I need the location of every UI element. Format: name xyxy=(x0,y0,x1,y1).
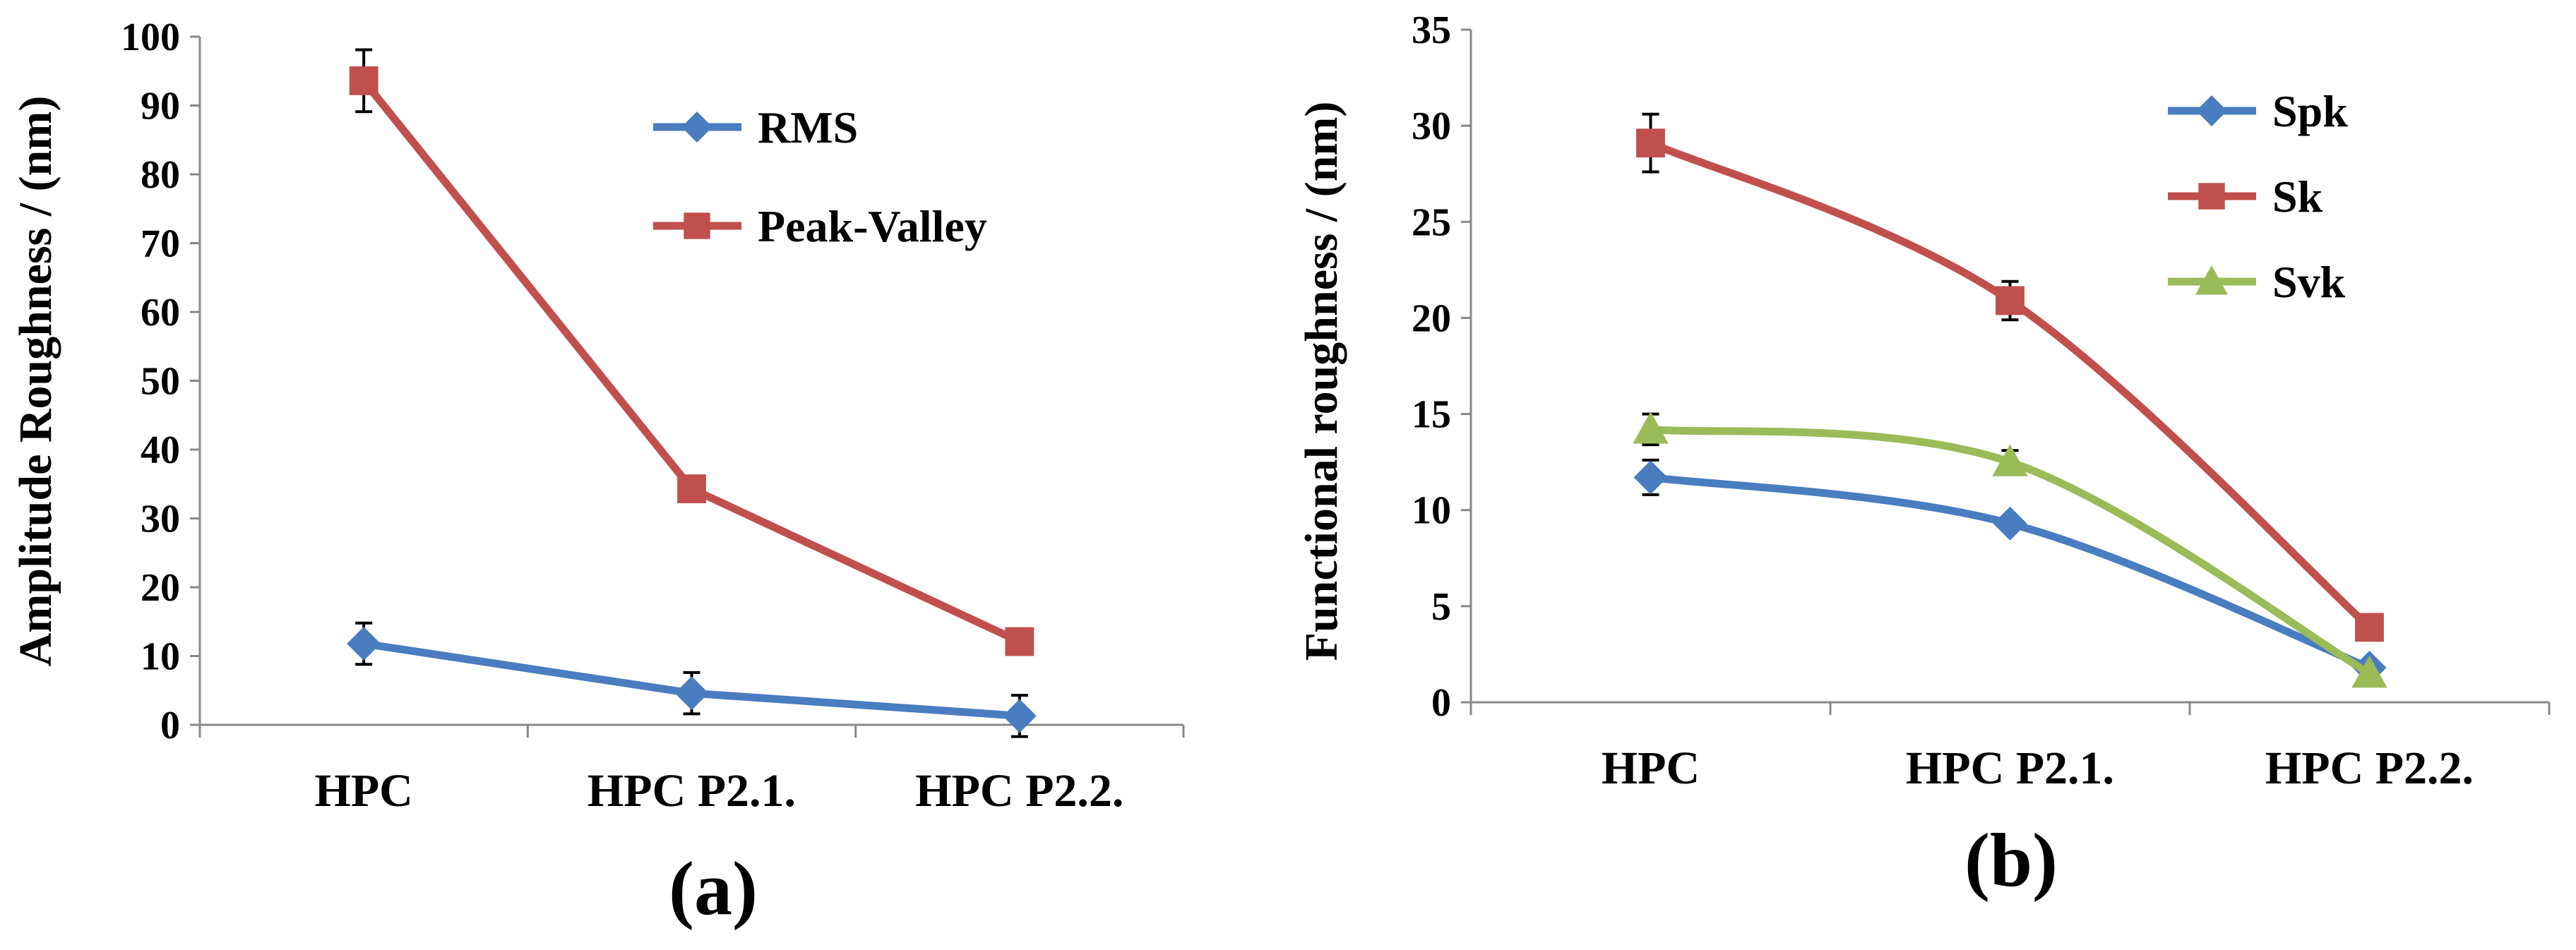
y-tick-label: 80 xyxy=(141,153,180,197)
y-tick-label: 20 xyxy=(141,566,180,610)
series-line xyxy=(359,76,1024,646)
y-tick-label: 5 xyxy=(1431,585,1451,629)
y-tick-label: 40 xyxy=(141,428,180,472)
series-spk xyxy=(1633,458,2387,685)
legend-marker xyxy=(684,212,710,239)
y-tick-label: 30 xyxy=(1412,104,1451,148)
data-point xyxy=(1996,286,2025,315)
data-point xyxy=(2351,655,2387,688)
data-point xyxy=(1002,699,1037,733)
data-point xyxy=(347,626,381,661)
data-point xyxy=(1633,411,1669,444)
y-tick-label: 70 xyxy=(141,222,180,266)
data-point xyxy=(2355,613,2384,642)
legend-label: Svk xyxy=(2272,257,2346,307)
x-tick-label: HPC xyxy=(315,765,413,817)
series-svk xyxy=(1633,411,2387,688)
y-axis-title: Amplitude Roughness / (nm) xyxy=(10,96,61,667)
y-tick-label: 20 xyxy=(1412,296,1451,340)
legend-entry: Sk xyxy=(2168,172,2323,222)
legend-marker xyxy=(681,112,712,143)
legend-entry: Spk xyxy=(2168,86,2348,136)
chart-panel-b: 0 5 10 15 20 25 30 35 HPC HPC P2.1. HPC P2.2. Funct… xyxy=(1296,8,2551,903)
y-tick-label: 10 xyxy=(141,635,180,679)
data-point xyxy=(1005,627,1034,656)
y-axis-title: Functional roughness / (nm) xyxy=(1296,102,1347,661)
data-point xyxy=(674,676,709,711)
y-tick-label: 90 xyxy=(141,85,180,128)
series-peak-valley xyxy=(349,48,1034,656)
legend-marker xyxy=(2198,183,2225,210)
data-point xyxy=(1633,460,1668,495)
y-tick-label: 30 xyxy=(141,498,180,541)
series-line xyxy=(1647,473,2373,672)
y-tick-label: 10 xyxy=(1412,489,1451,533)
x-tick-label: HPC P2.2. xyxy=(915,765,1123,817)
legend-entry: Svk xyxy=(2168,257,2346,307)
series-sk xyxy=(1636,112,2384,642)
series-line xyxy=(1647,139,2373,632)
x-tick-label: HPC P2.1. xyxy=(588,765,796,817)
legend-marker xyxy=(2196,95,2227,126)
data-point xyxy=(349,66,378,95)
legend-entry: Peak-Valley xyxy=(653,201,987,251)
x-tick-label: HPC P2.1. xyxy=(1906,742,2114,794)
y-tick-label: 35 xyxy=(1412,8,1451,52)
y-tick-label: 25 xyxy=(1412,200,1451,244)
data-point xyxy=(1636,128,1665,158)
legend-label: Spk xyxy=(2272,86,2348,136)
series-rms xyxy=(347,621,1037,738)
legend-label: Sk xyxy=(2272,172,2323,222)
y-tick-label: 0 xyxy=(160,704,180,747)
legend-entry: RMS xyxy=(653,102,858,152)
y-tick-label: 0 xyxy=(1431,681,1451,725)
x-tick-label: HPC P2.2. xyxy=(2265,742,2474,794)
chart-panel-a: 0 10 20 30 40 50 60 70 80 90 100 HPC HPC P2.1. HPC P2… xyxy=(10,16,1185,931)
data-point xyxy=(1993,506,2027,541)
y-tick-label: 100 xyxy=(121,16,180,59)
data-point xyxy=(1992,444,2028,476)
x-tick-label: HPC xyxy=(1602,742,1700,794)
data-point xyxy=(677,474,706,503)
y-tick-label: 60 xyxy=(141,291,180,335)
y-tick-label: 15 xyxy=(1412,393,1451,437)
legend-label: Peak-Valley xyxy=(758,201,987,251)
legend-marker xyxy=(2195,265,2229,295)
panel-label: (b) xyxy=(1964,819,2058,903)
panel-label: (a) xyxy=(669,847,758,931)
legend-label: RMS xyxy=(758,102,858,152)
y-tick-label: 50 xyxy=(141,360,180,404)
